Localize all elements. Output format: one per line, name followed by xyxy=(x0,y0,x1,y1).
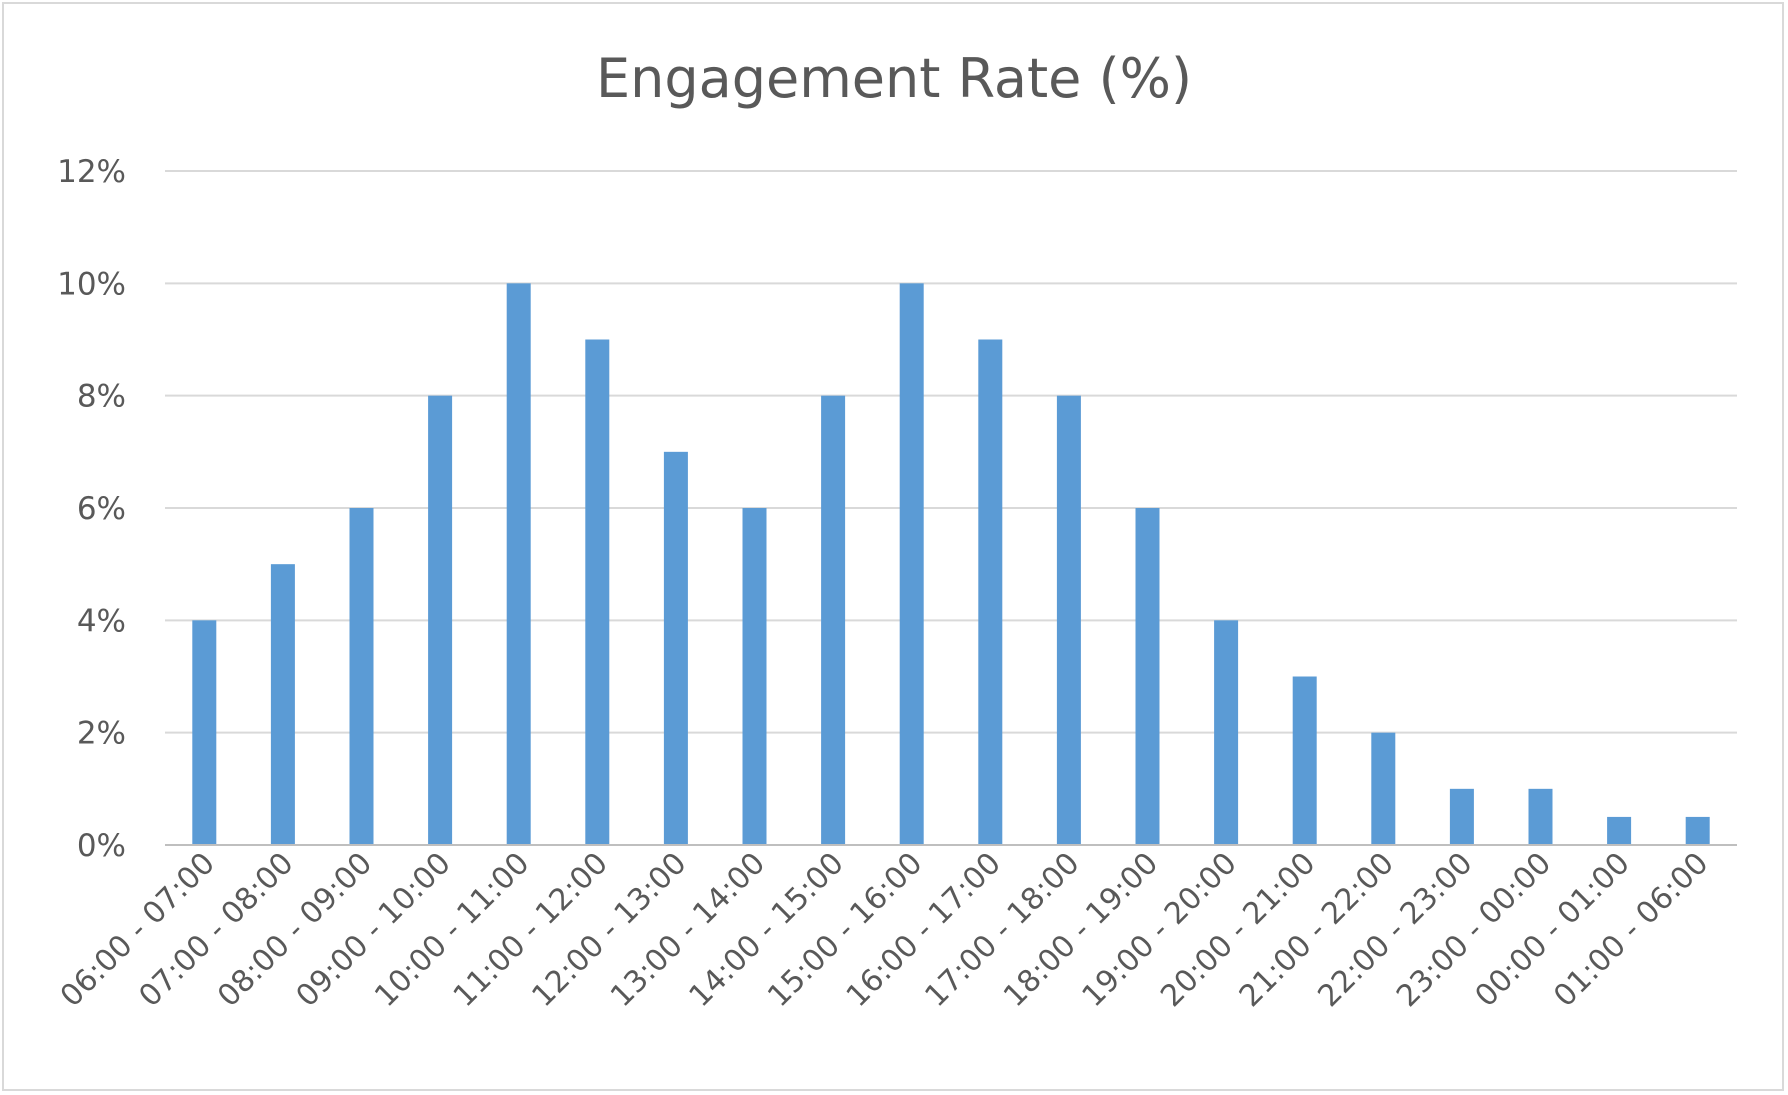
y-tick-label: 2% xyxy=(77,716,126,752)
y-tick-label: 8% xyxy=(77,379,126,415)
y-tick-label: 12% xyxy=(57,154,126,190)
bar xyxy=(1371,732,1396,845)
bar xyxy=(349,508,374,845)
bar xyxy=(899,283,924,845)
bar xyxy=(663,451,688,845)
bar xyxy=(1292,676,1317,845)
bar xyxy=(1685,816,1710,845)
y-tick-label: 0% xyxy=(77,828,126,864)
bar xyxy=(821,395,846,845)
chart-title: Engagement Rate (%) xyxy=(596,47,1192,110)
bar xyxy=(978,339,1003,845)
bars xyxy=(192,283,1710,845)
bar xyxy=(506,283,531,845)
bar xyxy=(1528,788,1553,845)
y-tick-label: 10% xyxy=(57,266,126,302)
gridlines xyxy=(165,170,1737,734)
y-axis-tick-labels: 0% 2% 4% 6% 8% 10% 12% xyxy=(57,154,126,864)
bar xyxy=(270,564,295,845)
bar xyxy=(1449,788,1474,845)
bar xyxy=(585,339,610,845)
y-tick-label: 6% xyxy=(77,491,126,527)
bar xyxy=(192,620,217,845)
y-tick-label: 4% xyxy=(77,603,126,639)
bar xyxy=(1056,395,1081,845)
bar xyxy=(1214,620,1239,845)
bar xyxy=(1607,816,1632,845)
bar xyxy=(742,508,767,845)
bar xyxy=(428,395,453,845)
bar xyxy=(1135,508,1160,845)
